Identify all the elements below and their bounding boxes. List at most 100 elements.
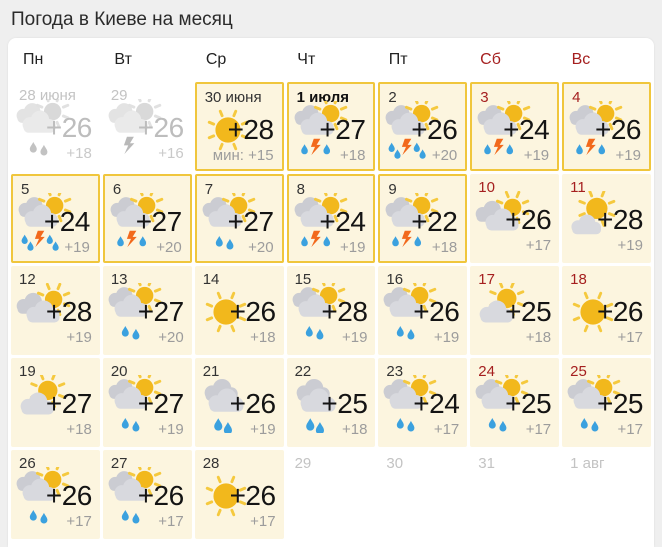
day-cell-24[interactable]: 24 +25 +17 bbox=[470, 358, 560, 447]
day-temp: +24 bbox=[503, 114, 550, 145]
day-cell-22[interactable]: 22 +25 +18 bbox=[286, 358, 376, 447]
day-number: 4 bbox=[572, 89, 581, 106]
day-number: 17 bbox=[478, 271, 495, 288]
day-cell-6[interactable]: 6 +27 +20 bbox=[102, 174, 192, 263]
day-temp: +27 bbox=[137, 388, 185, 419]
day-number: 28 bbox=[202, 455, 220, 472]
day-cell-20[interactable]: 20 +27 +19 bbox=[102, 358, 192, 447]
day-cell-4[interactable]: 4 +26 +19 bbox=[562, 82, 651, 171]
weekday-label: Пт bbox=[388, 51, 408, 68]
day-temp: +26 bbox=[137, 480, 185, 511]
night-temp: +19 bbox=[250, 421, 276, 438]
day-temp: +26 bbox=[505, 204, 552, 235]
day-number: 22 bbox=[294, 363, 312, 380]
day-cell-17[interactable]: 17 +25 +18 bbox=[470, 266, 560, 355]
night-temp: +17 bbox=[250, 513, 276, 530]
day-cell-19[interactable]: 19 +27 +18 bbox=[11, 358, 100, 447]
day-number: 30 bbox=[386, 455, 404, 472]
day-temp: +27 bbox=[135, 206, 183, 237]
day-number: 7 bbox=[204, 181, 214, 198]
day-cell-26[interactable]: 26 +26 +17 bbox=[11, 450, 100, 539]
month-forecast-card: Пн Вт Ср Чт Пт Сб Вс 28 июня +26 +18 29 +26 +16 30 и… bbox=[8, 38, 654, 547]
day-number: 1 авг bbox=[570, 455, 605, 472]
day-number: 29 bbox=[110, 87, 128, 104]
day-temp: +26 bbox=[137, 112, 185, 143]
day-cell-30-июня[interactable]: 30 июня +28 мин: +15 bbox=[194, 82, 284, 171]
day-number: 2 bbox=[388, 89, 397, 106]
day-number: 10 bbox=[478, 179, 495, 196]
day-cell-18[interactable]: 18 +26 +17 bbox=[562, 266, 651, 355]
night-temp: +16 bbox=[158, 145, 184, 162]
day-number: 6 bbox=[112, 181, 122, 198]
day-cell-25[interactable]: 25 +25 +17 bbox=[562, 358, 651, 447]
day-temp: +24 bbox=[413, 388, 460, 419]
day-cell-7[interactable]: 7 +27 +20 bbox=[194, 174, 284, 263]
weekday-label: Вт bbox=[114, 51, 132, 68]
day-number: 5 bbox=[21, 181, 30, 198]
day-cell-16[interactable]: 16 +26 +19 bbox=[378, 266, 468, 355]
day-temp: +26 bbox=[413, 296, 460, 327]
page-title: Погода в Киеве на месяц bbox=[11, 9, 233, 30]
day-temp: +27 bbox=[227, 206, 275, 237]
day-number: 9 bbox=[388, 181, 397, 198]
night-temp: +17 bbox=[617, 421, 643, 438]
day-cell-28-июня: 28 июня +26 +18 bbox=[11, 82, 100, 171]
night-temp: +17 bbox=[66, 513, 92, 530]
day-cell-10[interactable]: 10 +26 +17 bbox=[470, 174, 560, 263]
night-temp: +17 bbox=[158, 513, 184, 530]
day-number: 3 bbox=[480, 89, 489, 106]
day-cell-5[interactable]: 5 +24 +19 bbox=[11, 174, 100, 263]
day-temp: +26 bbox=[411, 114, 458, 145]
day-number: 1 июля bbox=[296, 89, 350, 106]
weekday-label: Пн bbox=[23, 51, 44, 68]
day-cell-15[interactable]: 15 +28 +19 bbox=[286, 266, 376, 355]
day-cell-3[interactable]: 3 +24 +19 bbox=[470, 82, 560, 171]
day-temp: +27 bbox=[45, 388, 93, 419]
day-number: 15 bbox=[294, 271, 312, 288]
day-temp: +24 bbox=[43, 206, 91, 237]
day-cell-2[interactable]: 2 +26 +20 bbox=[378, 82, 468, 171]
night-temp: +17 bbox=[433, 421, 460, 438]
day-cell-1-авг: 1 авг bbox=[562, 450, 651, 539]
day-temp: +25 bbox=[505, 388, 552, 419]
day-number: 23 bbox=[386, 363, 404, 380]
night-temp: +19 bbox=[615, 147, 641, 164]
day-number: 29 bbox=[294, 455, 312, 472]
day-temp: +26 bbox=[229, 388, 277, 419]
day-cell-11[interactable]: 11 +28 +19 bbox=[562, 174, 651, 263]
day-number: 14 bbox=[202, 271, 220, 288]
night-temp: +18 bbox=[339, 147, 366, 164]
day-cell-21[interactable]: 21 +26 +19 bbox=[194, 358, 284, 447]
day-temp: +28 bbox=[45, 296, 93, 327]
night-temp: +19 bbox=[341, 329, 368, 346]
night-temp: +18 bbox=[525, 329, 552, 346]
day-cell-29: 29 bbox=[286, 450, 376, 539]
night-temp: +18 bbox=[431, 239, 458, 256]
night-temp: +19 bbox=[66, 329, 92, 346]
weekday-label: Сб bbox=[480, 51, 501, 68]
day-cell-8[interactable]: 8 +24 +19 bbox=[286, 174, 376, 263]
day-temp: +26 bbox=[45, 112, 93, 143]
day-cell-1-июля[interactable]: 1 июля +27 +18 bbox=[286, 82, 376, 171]
night-temp: +19 bbox=[339, 239, 366, 256]
day-cell-13[interactable]: 13 +27 +20 bbox=[102, 266, 192, 355]
night-temp: +19 bbox=[64, 239, 90, 256]
day-temp: +26 bbox=[45, 480, 93, 511]
day-number: 28 июня bbox=[19, 87, 76, 104]
day-cell-30: 30 bbox=[378, 450, 468, 539]
day-cell-12[interactable]: 12 +28 +19 bbox=[11, 266, 100, 355]
day-cell-9[interactable]: 9 +22 +18 bbox=[378, 174, 468, 263]
weekday-header-row: Пн Вт Ср Чт Пт Сб Вс bbox=[8, 38, 654, 82]
day-number: 16 bbox=[386, 271, 404, 288]
night-temp: +18 bbox=[250, 329, 276, 346]
day-number: 30 июня bbox=[204, 89, 262, 106]
night-temp: +19 bbox=[158, 421, 184, 438]
day-cell-28[interactable]: 28 +26 +17 bbox=[194, 450, 284, 539]
day-number: 8 bbox=[296, 181, 305, 198]
day-cell-14[interactable]: 14 +26 +18 bbox=[194, 266, 284, 355]
day-number: 11 bbox=[570, 179, 586, 196]
day-temp: +25 bbox=[321, 388, 368, 419]
day-cell-23[interactable]: 23 +24 +17 bbox=[378, 358, 468, 447]
day-cell-27[interactable]: 27 +26 +17 bbox=[102, 450, 192, 539]
day-temp: +26 bbox=[229, 296, 277, 327]
